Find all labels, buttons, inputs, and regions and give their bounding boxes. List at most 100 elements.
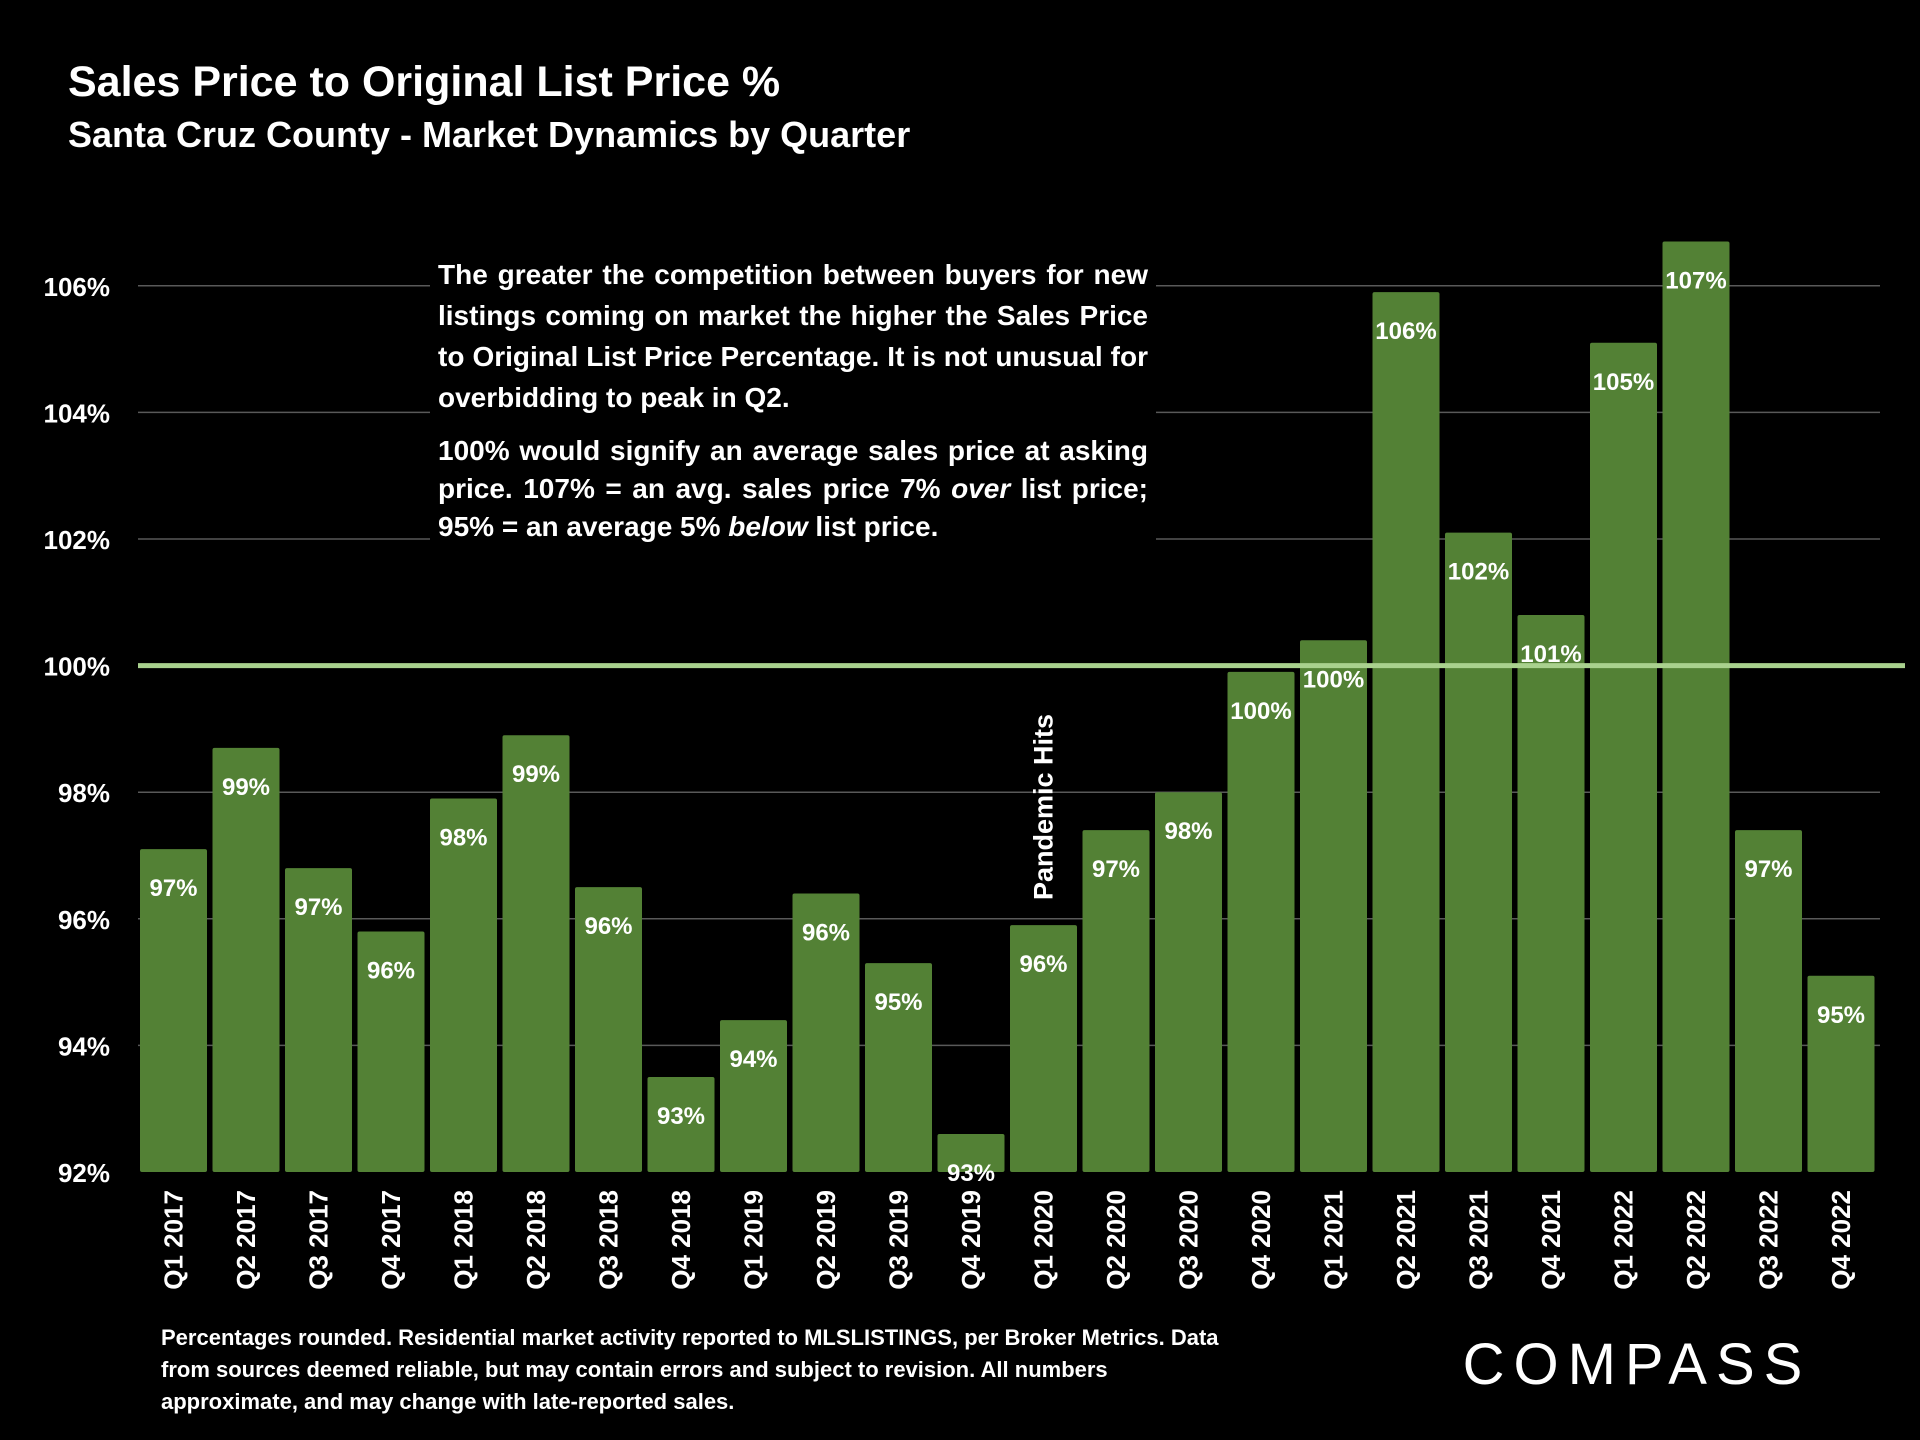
data-label: 94%: [729, 1046, 777, 1073]
chart-title: Sales Price to Original List Price %: [68, 58, 781, 106]
footnote: Percentages rounded. Residential market …: [161, 1325, 1219, 1414]
data-label: 107%: [1665, 267, 1726, 294]
data-label: 97%: [1744, 856, 1792, 883]
y-tick-label: 104%: [44, 398, 111, 428]
y-tick-label: 102%: [44, 525, 111, 555]
x-tick: Q3 2020: [1174, 1190, 1204, 1290]
chart-subtitle: Santa Cruz County - Market Dynamics by Q…: [68, 114, 911, 155]
data-labels: 97% 99% 97% 96% 98% 99% 96% 93% 94% 96% 95% 93% 96% 9…: [149, 267, 1865, 1187]
x-tick-label: Q4 2019: [956, 1190, 986, 1290]
explanation-note: The greater the competition between buye…: [430, 250, 1156, 550]
bar: [937, 1134, 1005, 1172]
x-tick: Q4 2019: [956, 1190, 986, 1290]
y-axis-ticks: 92% 94% 96% 98% 100% 102% 104% 106%: [44, 272, 111, 1188]
y-tick-label: 94%: [58, 1031, 110, 1061]
bar: [792, 893, 860, 1172]
bar: [1445, 532, 1512, 1172]
bar: [1662, 241, 1730, 1173]
bar: [1372, 292, 1440, 1172]
x-tick-label: Q1 2018: [449, 1190, 479, 1290]
x-tick-label: Q1 2020: [1029, 1190, 1059, 1290]
x-tick-label: Q3 2019: [884, 1190, 914, 1290]
x-tick: Q3 2021: [1464, 1190, 1494, 1290]
data-label: 105%: [1593, 369, 1654, 396]
bar: [357, 931, 425, 1172]
bars: [140, 241, 1875, 1173]
x-tick: Q3 2018: [594, 1190, 624, 1290]
x-axis-ticks: Q1 2017 Q2 2017 Q3 2017 Q4 2017 Q1 2018 Q2 20…: [159, 1190, 1857, 1290]
note-paragraph-1: The greater the competition between buye…: [438, 259, 1148, 413]
bar: [1010, 925, 1077, 1172]
compass-logo: COMPASS: [1463, 1332, 1812, 1397]
x-tick: Q4 2021: [1536, 1190, 1566, 1290]
x-tick: Q2 2019: [811, 1190, 841, 1290]
x-tick-label: Q3 2020: [1174, 1190, 1204, 1290]
x-tick-label: Q4 2021: [1536, 1190, 1566, 1290]
note-p2-below: below: [728, 511, 808, 542]
note-p2-over: over: [951, 473, 1011, 504]
x-tick: Q1 2017: [159, 1190, 189, 1290]
data-label: 95%: [874, 989, 922, 1016]
x-tick: Q2 2022: [1681, 1190, 1711, 1290]
data-label: 96%: [802, 919, 850, 946]
y-tick-label: 98%: [58, 778, 110, 808]
data-label: 96%: [584, 913, 632, 940]
compass-logo-text: COMPASS: [1463, 1332, 1812, 1397]
note-paragraph-2: 100% would signify an average sales pric…: [438, 432, 1148, 546]
x-tick-label: Q1 2021: [1319, 1190, 1349, 1290]
bar: [1300, 640, 1367, 1172]
bar: [647, 1077, 715, 1172]
x-tick-label: Q2 2020: [1101, 1190, 1131, 1290]
x-tick-label: Q3 2022: [1754, 1190, 1784, 1290]
x-tick-label: Q4 2017: [376, 1190, 406, 1290]
data-label: 96%: [1019, 951, 1067, 978]
bar: [1155, 792, 1222, 1172]
bar: [1590, 342, 1657, 1172]
bar: [575, 887, 642, 1172]
x-tick: Q1 2019: [739, 1190, 769, 1290]
data-label: 101%: [1520, 641, 1581, 668]
x-tick-label: Q1 2019: [739, 1190, 769, 1290]
bar: [1735, 830, 1802, 1172]
note-p2-part-a: 100% would signify an average sales pric…: [438, 435, 1148, 504]
x-tick: Q1 2020: [1029, 1190, 1059, 1290]
pandemic-annotation-text: Pandemic Hits: [1029, 714, 1059, 900]
data-label: 99%: [512, 761, 560, 788]
x-tick: Q1 2018: [449, 1190, 479, 1290]
bar: [1227, 671, 1295, 1172]
x-tick-label: Q1 2022: [1609, 1190, 1639, 1290]
x-tick-label: Q3 2018: [594, 1190, 624, 1290]
x-tick: Q2 2020: [1101, 1190, 1131, 1290]
bar: [212, 747, 280, 1172]
y-tick-label: 96%: [58, 905, 110, 935]
bar: [1082, 830, 1150, 1172]
x-tick: Q3 2019: [884, 1190, 914, 1290]
x-tick-label: Q1 2017: [159, 1190, 189, 1290]
x-tick-label: Q2 2021: [1391, 1190, 1421, 1290]
data-label: 98%: [439, 825, 487, 852]
bar: [1517, 614, 1585, 1172]
x-tick: Q1 2021: [1319, 1190, 1349, 1290]
data-label: 100%: [1303, 666, 1364, 693]
data-label: 97%: [149, 875, 197, 902]
x-tick: Q3 2022: [1754, 1190, 1784, 1290]
note-p2-part-c: list price.: [807, 511, 939, 542]
x-tick-label: Q2 2022: [1681, 1190, 1711, 1290]
bar: [865, 963, 932, 1172]
x-tick: Q4 2018: [666, 1190, 696, 1290]
x-tick-label: Q2 2017: [231, 1190, 261, 1290]
data-label: 96%: [367, 957, 415, 984]
x-tick: Q4 2020: [1246, 1190, 1276, 1290]
bar: [285, 868, 352, 1172]
x-tick: Q2 2017: [231, 1190, 261, 1290]
x-tick: Q2 2021: [1391, 1190, 1421, 1290]
bar: [1807, 975, 1875, 1172]
annotations: Pandemic Hits: [1029, 714, 1059, 900]
y-tick-label: 106%: [44, 272, 111, 302]
pandemic-annotation: Pandemic Hits: [1029, 714, 1059, 900]
bar: [720, 1020, 787, 1172]
x-tick-label: Q4 2020: [1246, 1190, 1276, 1290]
note-p2-part-b: list price; 95% = an average 5%: [438, 473, 1148, 542]
x-tick: Q1 2022: [1609, 1190, 1639, 1290]
x-tick-label: Q3 2021: [1464, 1190, 1494, 1290]
